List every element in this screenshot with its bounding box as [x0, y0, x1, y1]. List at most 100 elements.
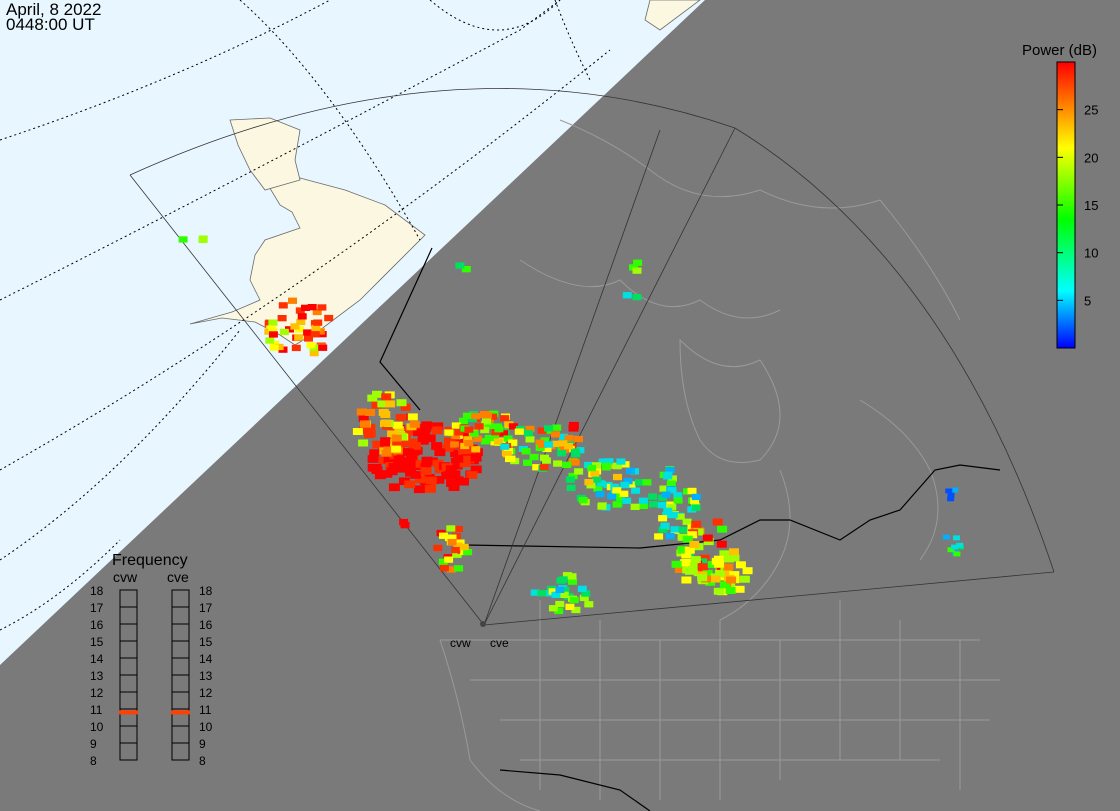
echo-cell	[525, 425, 535, 433]
echo-cell	[391, 434, 402, 442]
frequency-scale-label: 17	[199, 601, 213, 615]
echo-cell	[431, 426, 443, 435]
echo-cell	[401, 464, 413, 473]
echo-cell	[381, 393, 392, 401]
echo-cell	[444, 429, 454, 436]
echo-cell	[674, 565, 685, 573]
echo-cell	[734, 585, 745, 593]
colorbar-tick-label: 15	[1084, 198, 1098, 213]
echo-cell	[562, 572, 572, 579]
echo-cell	[668, 511, 678, 519]
echo-cell	[385, 400, 396, 408]
echo-cell	[447, 539, 457, 546]
echo-cell	[623, 478, 633, 485]
echo-cell	[658, 526, 668, 533]
echo-cell	[604, 458, 614, 465]
echo-cell	[712, 518, 723, 526]
echo-cell	[691, 504, 701, 511]
colorbar-tick-label: 10	[1084, 246, 1098, 261]
echo-cell	[312, 308, 322, 316]
colorbar-tick-label: 20	[1084, 150, 1098, 165]
echo-cell	[380, 439, 390, 447]
frequency-scale-label: 13	[199, 669, 213, 683]
echo-cell	[451, 422, 461, 429]
echo-cell	[514, 428, 524, 435]
echo-cell	[488, 413, 498, 420]
echo-cell	[735, 561, 746, 569]
echo-cell	[659, 485, 669, 492]
echo-cell	[450, 449, 462, 458]
frequency-marker	[119, 710, 138, 715]
frequency-scale-label: 12	[90, 686, 104, 700]
echo-cell	[690, 556, 701, 564]
echo-cell	[473, 435, 483, 442]
echo-cell	[610, 483, 620, 491]
echo-cell	[460, 446, 472, 455]
echo-cell	[480, 438, 490, 445]
echo-cell	[719, 581, 730, 589]
echo-cell	[463, 455, 475, 464]
echo-cell	[662, 511, 672, 519]
header-date: April, 8 2022	[6, 0, 102, 19]
echo-cell	[544, 441, 554, 448]
echo-cell	[459, 459, 471, 468]
echo-cell	[389, 438, 401, 446]
echo-cell	[484, 434, 494, 442]
echo-cell	[544, 425, 553, 432]
echo-cell	[558, 576, 568, 583]
echo-cell	[444, 437, 455, 446]
echo-cell	[277, 315, 287, 322]
echo-cell	[616, 458, 626, 465]
echo-cell	[660, 522, 670, 529]
power-colorbar: Power (dB) 25 20 15 10 5	[1022, 42, 1098, 349]
echo-cell	[389, 451, 401, 460]
echo-cell	[602, 462, 612, 470]
radar-site-cvw-marker	[480, 621, 486, 627]
echo-cell	[710, 575, 721, 583]
echo-cell	[409, 420, 420, 428]
echo-cell	[396, 399, 407, 407]
echo-cell	[542, 445, 552, 453]
echo-cell	[548, 588, 558, 595]
echo-cell	[570, 459, 580, 466]
echo-cell	[558, 440, 568, 447]
echo-cell	[942, 534, 950, 540]
echo-cell	[494, 426, 504, 433]
echo-cell	[947, 496, 955, 502]
echo-cell	[392, 421, 403, 429]
echo-cell	[595, 490, 605, 498]
echo-cell	[444, 556, 454, 563]
echo-cell	[953, 535, 960, 541]
frequency-cell	[119, 742, 138, 761]
echo-cell	[408, 447, 420, 456]
echo-cell	[616, 495, 626, 502]
echo-cell	[458, 417, 468, 424]
echo-cell	[374, 471, 386, 480]
echo-cell	[459, 543, 469, 551]
echo-cell	[951, 487, 959, 493]
echo-cell	[463, 548, 473, 556]
echo-cell	[268, 319, 278, 326]
echo-cell	[703, 538, 714, 546]
echo-cell	[291, 344, 301, 352]
echo-cell	[613, 473, 622, 481]
echo-cell	[294, 334, 304, 341]
echo-cell	[702, 569, 713, 577]
echo-cell	[665, 532, 675, 540]
echo-cell	[619, 490, 629, 497]
echo-cell	[431, 442, 443, 450]
echo-cell	[448, 483, 460, 491]
echo-cell	[446, 566, 456, 573]
echo-cell	[648, 493, 658, 500]
frequency-scale-label: 14	[90, 652, 104, 666]
echo-cell	[630, 503, 640, 510]
echo-cell	[729, 571, 740, 579]
echo-cell	[313, 319, 323, 326]
echo-cell	[566, 484, 576, 492]
echo-cell	[535, 444, 545, 452]
frequency-scale-label: 18	[199, 584, 213, 598]
echo-cell	[265, 337, 275, 344]
echo-cell	[311, 324, 321, 332]
echo-cell	[500, 415, 510, 422]
